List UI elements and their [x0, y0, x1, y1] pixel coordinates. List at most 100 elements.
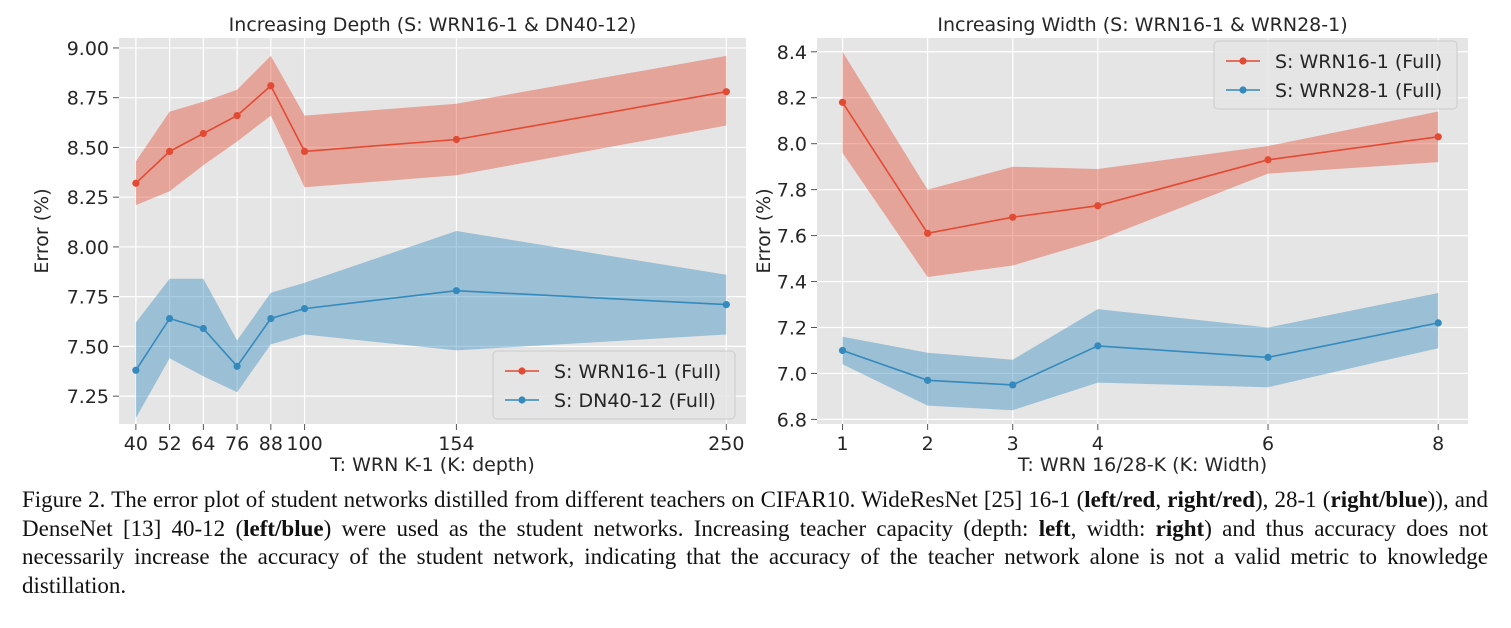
caption-emphasis: right/blue: [1330, 487, 1428, 512]
x-tick-label: 2: [922, 433, 934, 455]
data-point: [166, 147, 174, 156]
caption-emphasis: left/blue: [243, 515, 324, 541]
data-point: [1434, 319, 1442, 327]
x-tick-label: 3: [1007, 433, 1019, 455]
data-point: [452, 287, 460, 295]
data-point: [1094, 202, 1102, 210]
series-blue: [838, 293, 1442, 411]
series-line: [135, 84, 727, 184]
y-tick-label: 9.00: [67, 38, 109, 60]
data-point: [1009, 381, 1017, 389]
data-point: [1264, 156, 1272, 164]
x-tick-label: 4: [1092, 433, 1104, 455]
y-tick-label: 8.4: [777, 42, 807, 64]
y-axis-label: Error (%): [31, 188, 53, 273]
chart-panel-width: 6.8 7.0 7.2 7.4 7.6 7.8 8.0 8.2 8.4 1 2 3 4 6 8 Increas…: [753, 14, 1468, 476]
data-point: [300, 304, 309, 313]
legend-box: [1213, 40, 1458, 110]
x-tick-label: 64: [191, 433, 215, 455]
y-tick-label: 7.2: [777, 318, 807, 340]
x-tick-label: 88: [259, 433, 283, 455]
caption-emphasis: right: [1155, 515, 1205, 541]
data-point: [1434, 133, 1442, 141]
x-tick-label: 6: [1262, 433, 1274, 455]
caption-text: ) were used as the student networks. Inc…: [323, 515, 1039, 541]
x-tick-label: 8: [1432, 433, 1444, 455]
caption-text: ), 28-1 (: [1254, 487, 1331, 512]
y-tick-label: 7.0: [777, 363, 807, 385]
legend-swatch-marker: [1239, 86, 1247, 94]
data-point: [452, 135, 460, 144]
confidence-band: [135, 55, 727, 206]
series-line: [842, 322, 1439, 386]
y-tick-label: 8.25: [67, 187, 109, 209]
data-point: [132, 366, 140, 374]
series-red: [838, 51, 1442, 277]
x-axis-label: T: WRN 16/28-K (K: Width): [1017, 454, 1267, 476]
y-tick-label: 6.8: [777, 409, 807, 431]
x-tick-label: 100: [286, 433, 322, 455]
legend: S: WRN16-1 (Full) S: WRN28-1 (Full): [1213, 40, 1458, 110]
y-tick-label: 7.6: [777, 226, 807, 248]
y-tick-label: 8.2: [777, 88, 807, 110]
caption-text: ) and thus accuracy does not necessarily…: [22, 515, 1488, 598]
confidence-band: [842, 293, 1439, 411]
series-red: [132, 55, 730, 206]
chart-title: Increasing Width (S: WRN16-1 & WRN28-1): [937, 14, 1347, 36]
data-point: [166, 314, 174, 323]
series-line: [841, 101, 1439, 235]
series-line: [135, 289, 727, 371]
legend: S: WRN16-1 (Full) S: DN40-12 (Full): [492, 350, 736, 420]
y-tick-label: 7.50: [67, 336, 109, 358]
data-point: [267, 314, 275, 323]
data-point: [1264, 353, 1272, 361]
legend-label: S: WRN16-1 (Full): [554, 361, 721, 383]
data-point: [300, 147, 309, 156]
legend-box: [492, 350, 736, 420]
y-tick-label: 7.25: [67, 386, 109, 408]
x-tick-label: 154: [438, 433, 474, 455]
y-tick-label: 7.8: [777, 180, 807, 202]
data-point: [924, 229, 932, 237]
y-tick-label: 8.00: [67, 237, 109, 259]
y-tick-label: 8.75: [67, 88, 109, 110]
caption-emphasis: left/red: [1084, 487, 1156, 512]
y-tick-label: 8.0: [777, 134, 807, 156]
y-tick-label: 7.4: [777, 272, 807, 294]
data-point: [199, 129, 207, 138]
series-blue: [132, 231, 730, 418]
data-point: [132, 179, 140, 187]
y-tick-label: 7.75: [67, 287, 109, 309]
legend-label: S: WRN16-1 (Full): [1275, 51, 1442, 73]
data-point: [1094, 342, 1102, 350]
x-tick-label: 250: [708, 433, 744, 455]
caption-emphasis: left: [1038, 515, 1071, 541]
data-point: [838, 98, 847, 106]
legend-label: S: WRN28-1 (Full): [1275, 80, 1442, 102]
caption-text: Figure 2. The error plot of student netw…: [22, 487, 1085, 512]
data-point: [838, 346, 847, 355]
data-point: [199, 324, 207, 333]
data-point: [924, 376, 932, 384]
y-axis-label: Error (%): [753, 188, 775, 273]
caption-text: ,: [1155, 487, 1168, 512]
caption-emphasis: right/red: [1167, 487, 1255, 512]
legend-label: S: DN40-12 (Full): [554, 390, 716, 412]
x-tick-label: 52: [158, 433, 182, 455]
data-point: [722, 301, 730, 309]
data-point: [267, 82, 275, 90]
legend-swatch-marker: [518, 396, 526, 404]
chart-panel-depth: 7.25 7.50 7.75 8.00 8.25 8.50 8.75 9.00 40 52 64 76…: [31, 14, 746, 476]
legend-swatch-marker: [1239, 57, 1247, 65]
data-point: [233, 111, 241, 120]
legend-swatch-marker: [518, 367, 526, 375]
figure-caption: Figure 2. The error plot of student netw…: [22, 486, 1488, 600]
caption-text: )), and DenseNet [13] 40-12 (: [22, 487, 1489, 541]
y-tick-label: 8.50: [67, 137, 109, 159]
x-tick-label: 40: [124, 433, 148, 455]
x-tick-label: 1: [836, 433, 848, 455]
data-point: [233, 362, 241, 370]
confidence-band: [135, 231, 727, 418]
data-point: [722, 88, 730, 96]
